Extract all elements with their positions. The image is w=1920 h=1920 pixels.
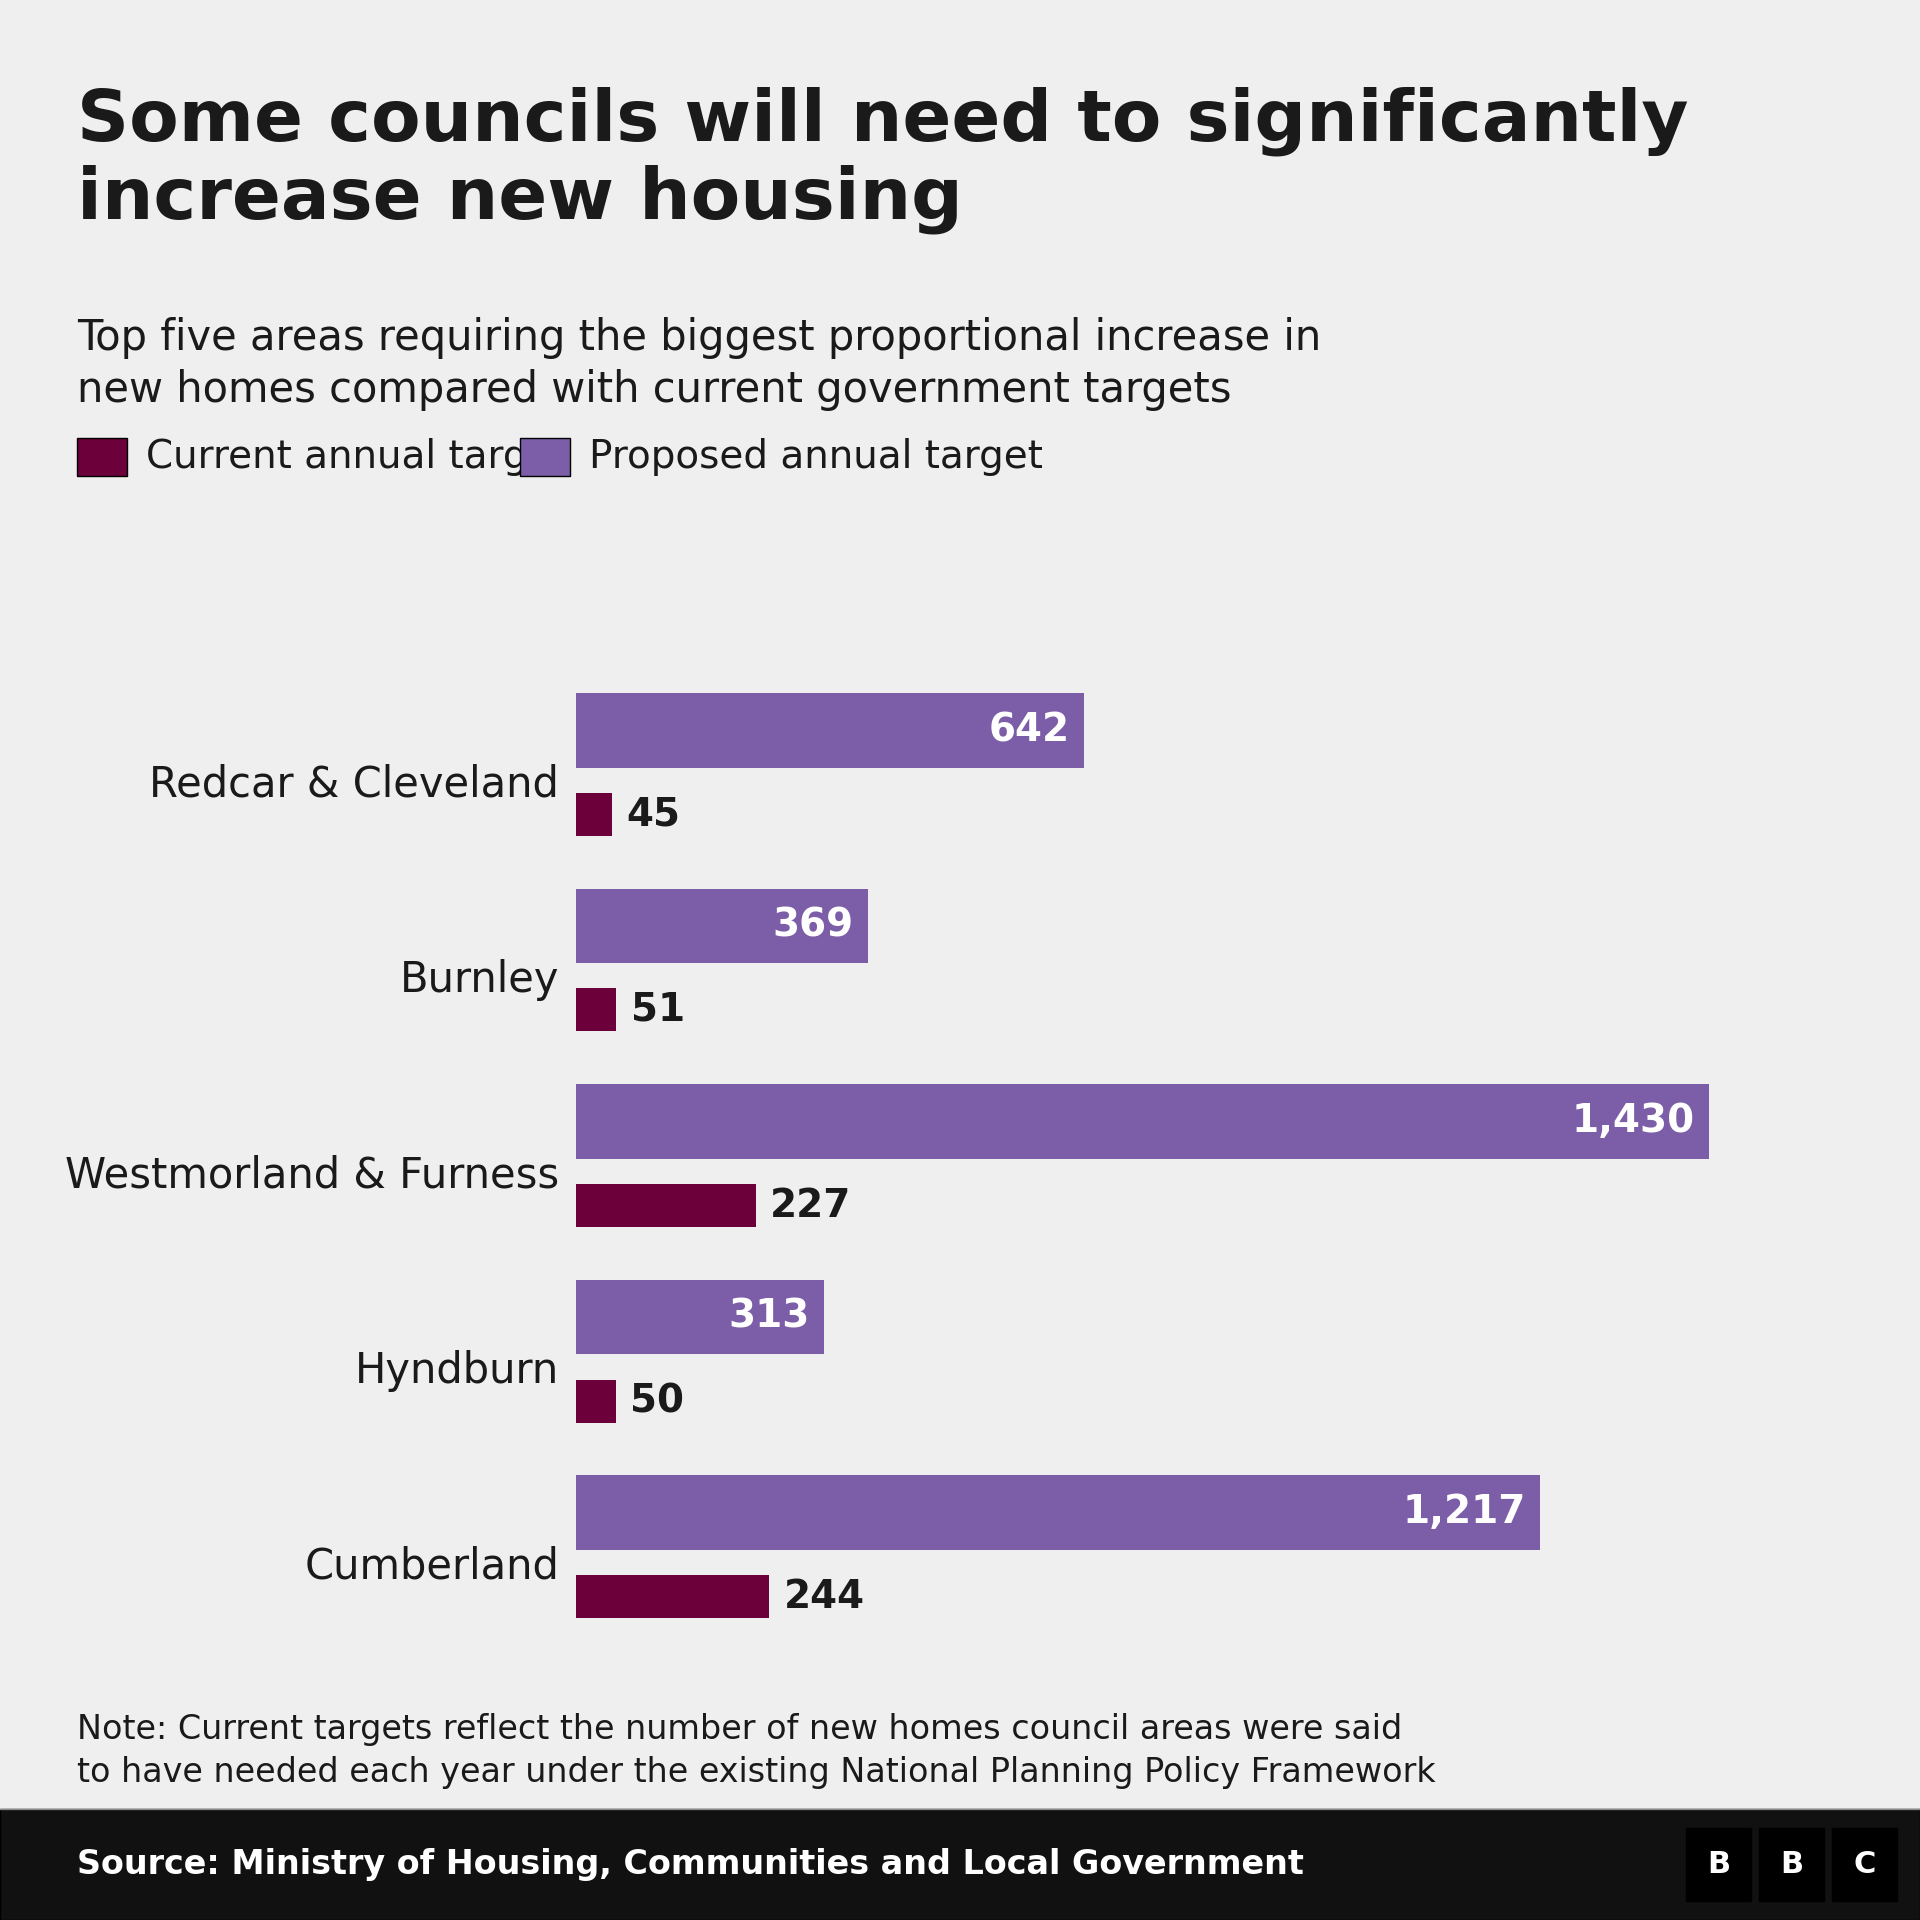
Bar — [576, 693, 1085, 768]
Bar — [576, 889, 868, 964]
Text: 227: 227 — [770, 1187, 851, 1225]
Text: Some councils will need to significantly
increase new housing: Some councils will need to significantly… — [77, 86, 1688, 234]
Text: Current annual target: Current annual target — [146, 438, 566, 476]
Text: B: B — [1780, 1849, 1803, 1880]
Text: Proposed annual target: Proposed annual target — [589, 438, 1043, 476]
Bar — [576, 793, 612, 835]
Text: 642: 642 — [989, 712, 1069, 749]
Text: 50: 50 — [630, 1382, 684, 1421]
Text: Note: Current targets reflect the number of new homes council areas were said
to: Note: Current targets reflect the number… — [77, 1713, 1436, 1789]
Text: Source: Ministry of Housing, Communities and Local Government: Source: Ministry of Housing, Communities… — [77, 1847, 1304, 1882]
Text: B: B — [1707, 1849, 1730, 1880]
Text: 1,217: 1,217 — [1402, 1494, 1526, 1532]
Bar — [576, 1574, 770, 1619]
Text: 244: 244 — [783, 1578, 864, 1615]
Bar — [576, 1185, 756, 1227]
Bar — [576, 989, 616, 1031]
Text: 45: 45 — [626, 795, 680, 833]
Bar — [576, 1085, 1709, 1158]
Text: C: C — [1853, 1849, 1876, 1880]
Bar — [576, 1475, 1540, 1549]
Bar — [576, 1281, 824, 1354]
Text: 1,430: 1,430 — [1571, 1102, 1693, 1140]
Bar — [576, 1379, 616, 1423]
Text: 369: 369 — [774, 906, 854, 945]
Text: 51: 51 — [630, 991, 685, 1029]
Text: Top five areas requiring the biggest proportional increase in
new homes compared: Top five areas requiring the biggest pro… — [77, 317, 1321, 411]
Text: 313: 313 — [728, 1298, 810, 1336]
